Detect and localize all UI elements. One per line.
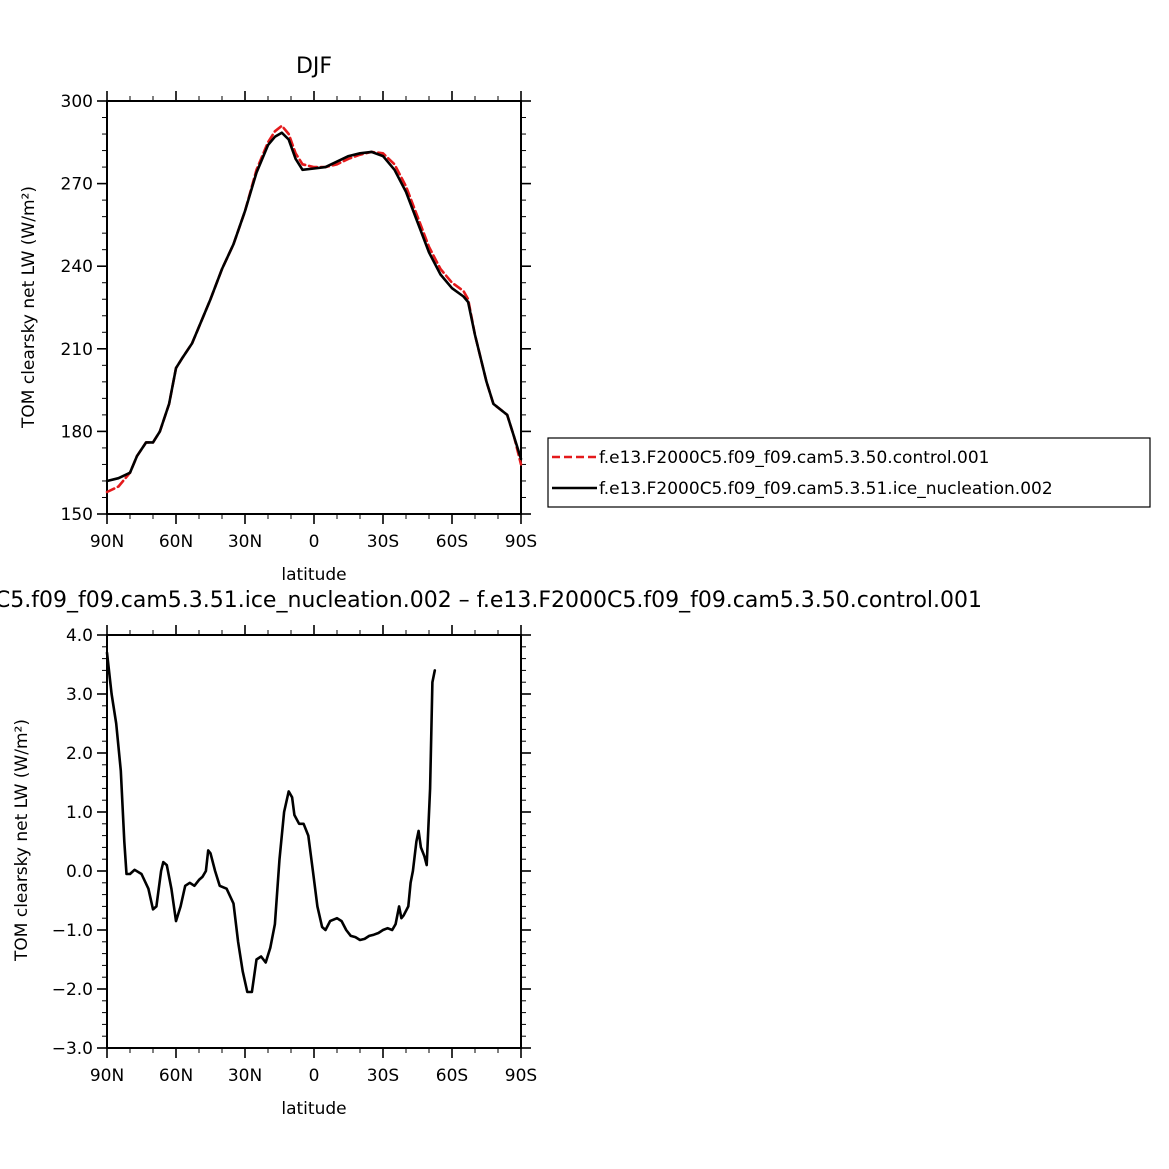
- bottom-x-axis-label: latitude: [281, 1099, 346, 1119]
- y-tick-label: 210: [61, 340, 93, 360]
- legend-label-ice-nucleation: f.e13.F2000C5.f09_f09.cam5.3.51.ice_nucl…: [599, 479, 1053, 499]
- x-tick-label: 0: [309, 1066, 320, 1086]
- y-tick-label: −2.0: [52, 980, 93, 1000]
- x-tick-label: 30S: [367, 532, 399, 552]
- x-tick-label: 60N: [159, 1066, 193, 1086]
- top-x-ticks: 90N 60N 30N 0 30S 60S 90S: [90, 91, 537, 552]
- y-tick-label: 300: [61, 92, 93, 112]
- top-chart-title: DJF: [296, 54, 332, 79]
- bottom-y-ticks: −3.0 −2.0 −1.0 0.0 1.0 2.0 3.0 4.0: [52, 626, 531, 1059]
- x-tick-label: 60N: [159, 532, 193, 552]
- x-tick-label: 90N: [90, 532, 124, 552]
- y-tick-label: 1.0: [66, 803, 93, 823]
- bottom-x-ticks: 90N 60N 30N 0 30S 60S 90S: [90, 625, 537, 1086]
- legend-label-control: f.e13.F2000C5.f09_f09.cam5.3.50.control.…: [599, 448, 990, 468]
- x-tick-label: 30N: [228, 532, 262, 552]
- y-tick-label: 3.0: [66, 685, 93, 705]
- x-tick-label: 60S: [436, 532, 468, 552]
- x-tick-label: 0: [309, 532, 320, 552]
- y-tick-label: −3.0: [52, 1039, 93, 1059]
- top-x-axis-label: latitude: [281, 565, 346, 585]
- y-tick-label: −1.0: [52, 921, 93, 941]
- top-series-lines: [105, 124, 523, 494]
- series-line-0: [105, 124, 523, 494]
- y-tick-label: 240: [61, 257, 93, 277]
- top-y-ticks: 150 180 210 240 270 300: [61, 92, 531, 525]
- x-tick-label: 90S: [505, 532, 537, 552]
- bottom-chart-title: f.e13.F2000C5.f09_f09.cam5.3.51.ice_nucl…: [0, 588, 982, 613]
- y-tick-label: 4.0: [66, 626, 93, 646]
- x-tick-label: 60S: [436, 1066, 468, 1086]
- y-tick-label: 0.0: [66, 862, 93, 882]
- x-tick-label: 90N: [90, 1066, 124, 1086]
- y-tick-label: 150: [61, 505, 93, 525]
- bottom-chart-panel: f.e13.F2000C5.f09_f09.cam5.3.51.ice_nucl…: [0, 588, 982, 1119]
- x-tick-label: 30N: [228, 1066, 262, 1086]
- legend-box: [547, 437, 1151, 508]
- y-tick-label: 2.0: [66, 744, 93, 764]
- y-tick-label: 270: [61, 175, 93, 195]
- legend: f.e13.F2000C5.f09_f09.cam5.3.50.control.…: [547, 437, 1151, 508]
- series-line-1: [105, 131, 523, 483]
- top-y-axis-label: TOM clearsky net LW (W/m²): [19, 186, 39, 429]
- bottom-y-axis-label: TOM clearsky net LW (W/m²): [12, 719, 32, 962]
- series-line-0: [105, 651, 437, 994]
- x-tick-label: 90S: [505, 1066, 537, 1086]
- x-tick-label: 30S: [367, 1066, 399, 1086]
- y-tick-label: 180: [61, 422, 93, 442]
- top-plot-frame: [106, 100, 522, 515]
- bottom-plot-frame: [106, 634, 522, 1049]
- bottom-series-lines: [105, 651, 437, 994]
